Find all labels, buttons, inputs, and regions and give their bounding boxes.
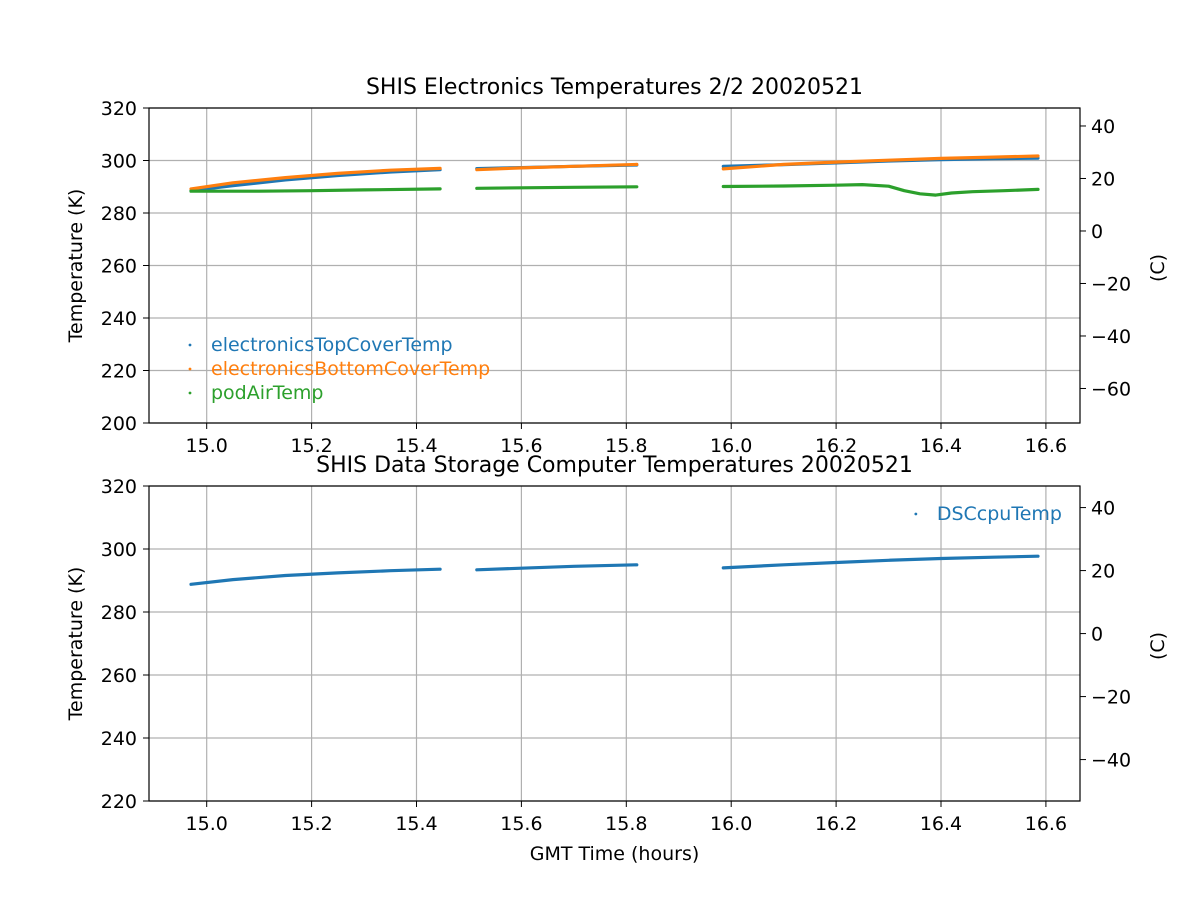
- top-legend: electronicsTopCoverTempelectronicsBottom…: [188, 334, 490, 404]
- bottom-series-DSCcpuTemp-segment-2: [475, 563, 639, 572]
- top-chart-panel: 15.0 15.2 15.4 15.6 15.8 16.0 16.2 16.4 16.62002…: [65, 75, 1169, 457]
- top-series-electronicsBottomCoverTemp-segment-3: [721, 154, 1040, 171]
- top-series-electronicsTopCoverTemp-segment-1: [189, 168, 442, 193]
- top-x-tick-label: 16.2: [815, 435, 857, 457]
- top-legend-marker: [188, 391, 192, 395]
- bottom-y-tick-label: 240: [101, 728, 137, 750]
- top-y-tick-label: 300: [101, 151, 137, 173]
- top-x-tick-label: 15.4: [395, 435, 437, 457]
- top-x-tick-label: 16.4: [920, 435, 962, 457]
- bottom-x-tick-label: 16.2: [815, 813, 857, 835]
- top-legend-marker: [188, 343, 192, 347]
- top-legend-label: electronicsTopCoverTemp: [211, 334, 453, 356]
- top-y-axis-label: Temperature (K): [65, 189, 87, 344]
- bottom-x-tick-label: 15.8: [605, 813, 647, 835]
- bottom-x-tick-label: 16.6: [1025, 813, 1067, 835]
- top-y2-tick-label: −20: [1091, 273, 1131, 295]
- bottom-x-tick-label: 16.4: [920, 813, 962, 835]
- top-y2-axis-label: (C): [1147, 254, 1169, 282]
- top-y-tick-label: 220: [101, 361, 137, 383]
- bottom-y-tick-label: 220: [101, 791, 137, 813]
- top-y2-tick-label: 40: [1091, 116, 1115, 138]
- top-y2-tick-label: −40: [1091, 326, 1131, 348]
- bottom-plot-frame: [148, 485, 1081, 802]
- bottom-legend-label: DSCcpuTemp: [937, 503, 1062, 525]
- bottom-chart-panel: 15.0 15.2 15.4 15.6 15.8 16.0 16.2 16.4 16.6 220 2…: [65, 453, 1169, 865]
- top-x-tick-label: 15.6: [500, 435, 542, 457]
- bottom-x-tick-label: 15.2: [290, 813, 332, 835]
- bottom-y-tick-label: 280: [101, 602, 137, 624]
- top-y-tick-label: 240: [101, 308, 137, 330]
- top-y2-tick-label: −60: [1091, 378, 1131, 400]
- bottom-series-DSCcpuTemp-segment-3: [721, 554, 1040, 570]
- bottom-y-tick-label: 320: [101, 476, 137, 498]
- top-x-tick-label: 15.0: [186, 435, 228, 457]
- top-legend-marker: [188, 367, 192, 371]
- top-series-podAirTemp-segment-2: [475, 185, 639, 190]
- top-x-tick-label: 16.0: [710, 435, 752, 457]
- bottom-y2-axis-label: (C): [1147, 632, 1169, 660]
- bottom-y2-tick-label: 0: [1091, 624, 1103, 646]
- top-x-tick-label: 16.6: [1025, 435, 1067, 457]
- top-y2-tick-label: 0: [1091, 221, 1103, 243]
- bottom-legend-marker: [914, 512, 918, 516]
- top-series-electronicsBottomCoverTemp-segment-2: [475, 162, 639, 172]
- top-y2-tick-label: 20: [1091, 168, 1115, 190]
- bottom-y-tick-label: 300: [101, 539, 137, 561]
- bottom-y-axis-label: Temperature (K): [65, 567, 87, 722]
- top-x-tick-label: 15.8: [605, 435, 647, 457]
- top-series-electronicsBottomCoverTemp-segment-1: [189, 166, 442, 191]
- bottom-series-DSCcpuTemp-segment-1: [189, 567, 442, 586]
- bottom-x-tick-label: 16.0: [710, 813, 752, 835]
- bottom-x-tick-label: 15.4: [395, 813, 437, 835]
- top-chart-title: SHIS Electronics Temperatures 2/2 200205…: [366, 75, 863, 100]
- x-axis-label: GMT Time (hours): [530, 843, 700, 865]
- bottom-legend: DSCcpuTemp: [914, 503, 1062, 525]
- bottom-y2-tick-label: 20: [1091, 561, 1115, 583]
- bottom-y2-tick-label: −40: [1091, 750, 1131, 772]
- top-y-tick-label: 320: [101, 98, 137, 120]
- bottom-chart-title: SHIS Data Storage Computer Temperatures …: [316, 453, 913, 478]
- bottom-y-tick-label: 260: [101, 665, 137, 687]
- top-x-tick-label: 15.2: [290, 435, 332, 457]
- top-y-tick-label: 280: [101, 203, 137, 225]
- bottom-x-tick-label: 15.0: [186, 813, 228, 835]
- top-y-tick-label: 200: [101, 413, 137, 435]
- top-series-podAirTemp-segment-1: [189, 187, 442, 193]
- top-legend-label: electronicsBottomCoverTemp: [211, 358, 490, 380]
- bottom-y2-tick-label: −20: [1091, 687, 1131, 709]
- top-series-podAirTemp-segment-3: [721, 183, 1040, 197]
- top-y-tick-label: 260: [101, 256, 137, 278]
- bottom-x-tick-label: 15.6: [500, 813, 542, 835]
- bottom-y2-tick-label: 40: [1091, 498, 1115, 520]
- top-legend-label: podAirTemp: [211, 382, 323, 404]
